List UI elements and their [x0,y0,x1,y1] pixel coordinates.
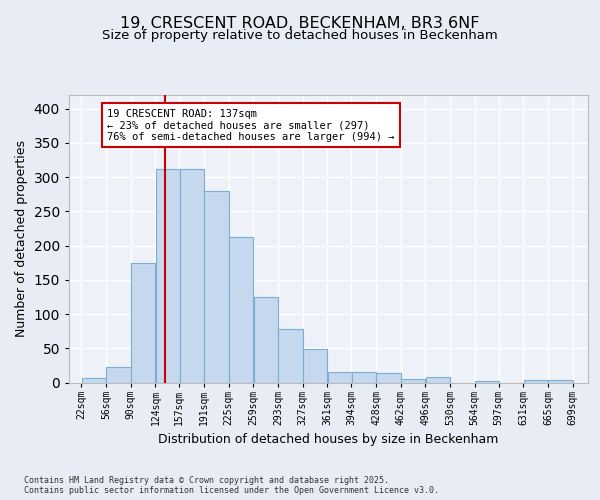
X-axis label: Distribution of detached houses by size in Beckenham: Distribution of detached houses by size … [158,433,499,446]
Bar [524,380,548,382]
Bar [376,373,401,382]
Bar [254,297,278,382]
Bar [401,379,425,382]
Bar [82,378,106,382]
Bar [328,372,352,382]
Text: 19, CRESCENT ROAD, BECKENHAM, BR3 6NF: 19, CRESCENT ROAD, BECKENHAM, BR3 6NF [120,16,480,31]
Bar [425,377,450,382]
Bar [131,262,155,382]
Bar [278,329,302,382]
Bar [106,368,131,382]
Bar [204,191,229,382]
Text: Size of property relative to detached houses in Beckenham: Size of property relative to detached ho… [102,29,498,42]
Bar [548,380,572,382]
Bar [179,169,204,382]
Bar [229,236,253,382]
Text: 19 CRESCENT ROAD: 137sqm
← 23% of detached houses are smaller (297)
76% of semi-: 19 CRESCENT ROAD: 137sqm ← 23% of detach… [107,108,395,142]
Y-axis label: Number of detached properties: Number of detached properties [15,140,28,337]
Bar [475,381,499,382]
Bar [155,169,180,382]
Bar [303,349,327,382]
Text: Contains HM Land Registry data © Crown copyright and database right 2025.
Contai: Contains HM Land Registry data © Crown c… [24,476,439,495]
Bar [352,372,376,382]
